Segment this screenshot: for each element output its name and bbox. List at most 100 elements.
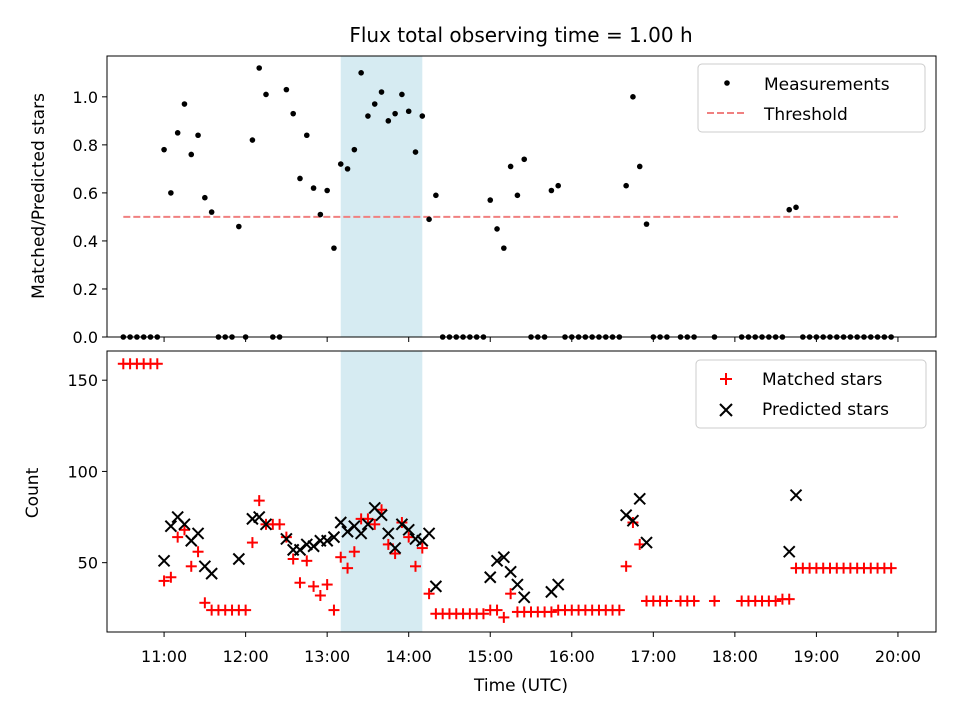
predicted-star-point xyxy=(334,516,347,529)
matched-star-point xyxy=(185,560,197,572)
chart-title: Flux total observing time = 1.00 h xyxy=(349,23,692,47)
matched-star-point xyxy=(545,606,557,618)
predicted-star-point xyxy=(191,527,205,540)
predicted-star-point xyxy=(354,527,368,540)
x-tick-label: 12:00 xyxy=(223,647,269,666)
legend-predicted-label: Predicted stars xyxy=(762,400,889,420)
legend-measurements-label: Measurements xyxy=(764,75,890,95)
bottom-x-ticks: 11:00 12:00 13:00 14:00 15:00 16:00 17:00 18:00… xyxy=(141,632,921,666)
predicted-star-point xyxy=(783,545,796,558)
measurement-point xyxy=(161,146,167,153)
matched-star-point xyxy=(348,546,360,558)
measurement-point xyxy=(399,91,405,98)
top-y-ticks: 0.0 0.2 0.4 0.6 0.8 1.0 xyxy=(73,88,107,347)
predicted-star-point xyxy=(511,578,524,591)
predicted-star-point xyxy=(626,514,640,527)
measurement-point xyxy=(174,130,181,136)
predicted-star-point xyxy=(382,527,395,540)
top-y-tick-label: 0.8 xyxy=(73,136,98,155)
measurement-point xyxy=(331,245,337,251)
predicted-star-point xyxy=(388,541,402,555)
matched-star-point xyxy=(172,531,184,543)
predicted-star-point xyxy=(157,554,171,568)
x-tick-label: 15:00 xyxy=(467,647,513,666)
top-axes-frame xyxy=(106,55,937,338)
top-y-axis-label: Matched/Predicted stars xyxy=(29,93,49,299)
matched-star-point xyxy=(199,597,211,609)
matched-star-point xyxy=(308,580,320,592)
matched-star-point xyxy=(416,542,428,554)
predicted-star-point xyxy=(205,567,218,580)
bottom-y-tick-label: 100 xyxy=(67,462,98,481)
predicted-star-point xyxy=(429,580,443,593)
predicted-star-point xyxy=(402,523,415,537)
matched-star-point xyxy=(301,555,313,567)
x-tick-label: 14:00 xyxy=(386,647,432,666)
top-highlight-span xyxy=(340,56,423,337)
measurement-point xyxy=(324,187,330,194)
legend-threshold-label: Threshold xyxy=(763,105,848,125)
matched-star-point xyxy=(613,604,625,616)
measurement-point xyxy=(412,149,419,155)
matched-star-point xyxy=(783,593,795,605)
predicted-star-point xyxy=(320,534,334,547)
matched-star-point xyxy=(708,595,720,607)
measurement-point xyxy=(303,132,310,139)
measurement-point xyxy=(337,161,344,167)
x-tick-label: 13:00 xyxy=(304,647,350,666)
predicted-star-point xyxy=(490,554,504,568)
measurement-point xyxy=(344,166,351,172)
matched-star-point xyxy=(321,579,333,591)
measurement-point xyxy=(256,65,263,71)
matched-star-point xyxy=(280,531,292,543)
bottom-legend: Matched stars Predicted stars xyxy=(695,359,927,429)
predicted-star-point xyxy=(375,509,388,522)
top-y-tick-label: 0.6 xyxy=(73,184,98,203)
predicted-star-point xyxy=(640,536,653,549)
matched-star-point xyxy=(505,588,517,600)
measurement-point xyxy=(283,86,290,93)
predicted-star-point xyxy=(497,550,511,564)
matched-star-point xyxy=(274,518,286,530)
measurement-point xyxy=(208,209,215,215)
measurement-point xyxy=(385,118,392,124)
measurement-point xyxy=(358,70,364,76)
measurement-point xyxy=(643,221,650,227)
matched-star-point xyxy=(192,546,204,558)
matched-star-point xyxy=(477,608,489,620)
matched-star-point xyxy=(335,551,347,563)
bottom-marks xyxy=(117,358,897,623)
matched-star-point xyxy=(362,513,374,525)
matched-star-point xyxy=(287,553,299,565)
measurement-point xyxy=(181,101,188,107)
matched-star-point xyxy=(165,571,177,583)
measurement-point xyxy=(263,91,269,98)
measurement-point xyxy=(317,211,324,218)
measurement-point xyxy=(630,94,636,100)
measurement-point xyxy=(555,182,561,189)
measurement-point xyxy=(371,101,378,107)
legend-matched-label: Matched stars xyxy=(762,370,882,390)
bottom-y-axis-label: Count xyxy=(23,467,43,518)
measurement-point xyxy=(793,204,799,211)
measurement-point xyxy=(487,197,494,203)
matched-star-point xyxy=(661,595,673,607)
measurement-point xyxy=(548,187,555,194)
top-y-tick-label: 0.0 xyxy=(73,328,98,347)
matched-star-point xyxy=(620,560,632,572)
bottom-y-tick-label: 50 xyxy=(78,554,98,573)
matched-star-point xyxy=(770,595,782,607)
predicted-star-point xyxy=(164,519,178,533)
measurement-point xyxy=(405,108,412,115)
predicted-star-point xyxy=(259,518,273,531)
predicted-star-point xyxy=(232,552,246,566)
predicted-star-point xyxy=(518,591,531,604)
top-panel: 0.0 0.2 0.4 0.6 0.8 1.0 Matched/Predicted sta… xyxy=(29,55,937,347)
matched-star-point xyxy=(314,590,326,602)
measurement-point xyxy=(249,137,256,143)
matched-star-point xyxy=(885,562,897,574)
x-tick-label: 18:00 xyxy=(712,647,758,666)
x-tick-label: 11:00 xyxy=(141,647,187,666)
